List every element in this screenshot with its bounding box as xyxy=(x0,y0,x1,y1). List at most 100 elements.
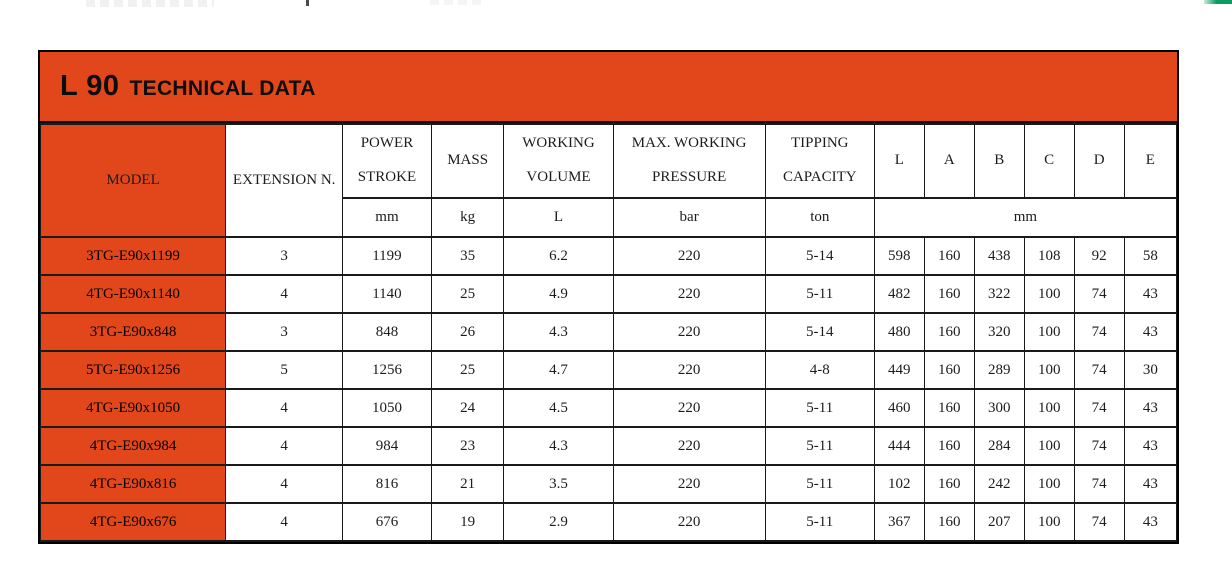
value-cell: 816 xyxy=(342,464,432,504)
value-cell: 220 xyxy=(612,464,766,504)
model-cell: 4TG-E90x816 xyxy=(39,464,227,504)
table-row: 3TG-E90x848 3 848 26 4.3 220 5-14 480 160 320 100 7… xyxy=(39,312,1178,352)
cropped-text-artifact xyxy=(430,0,482,5)
value-cell: 25 xyxy=(430,274,505,314)
value-cell: 320 xyxy=(973,312,1025,352)
value-cell: 43 xyxy=(1123,312,1178,352)
unit-dimensions: mm xyxy=(873,197,1178,238)
value-cell: 4.7 xyxy=(503,350,614,390)
value-cell: 5-14 xyxy=(764,236,875,276)
value-cell: 5-11 xyxy=(764,464,875,504)
table-row: 4TG-E90x676 4 676 19 2.9 220 5-11 367 160 207 100 7… xyxy=(39,502,1178,542)
value-cell: 74 xyxy=(1073,350,1125,390)
value-cell: 242 xyxy=(973,464,1025,504)
value-cell: 220 xyxy=(612,350,766,390)
value-cell: 160 xyxy=(923,312,975,352)
value-cell: 35 xyxy=(430,236,505,276)
value-cell: 4.9 xyxy=(503,274,614,314)
value-cell: 1050 xyxy=(342,388,432,428)
value-cell: 5-11 xyxy=(764,426,875,466)
value-cell: 4 xyxy=(225,426,344,466)
value-cell: 289 xyxy=(973,350,1025,390)
value-cell: 4.5 xyxy=(503,388,614,428)
col-header-tipping-capacity: TIPPING CAPACITY xyxy=(764,123,875,199)
cropped-text-artifact xyxy=(306,0,309,6)
col-header-max-working-pressure: MAX. WORKING PRESSURE xyxy=(612,123,766,199)
col-header-dim-b: B xyxy=(973,123,1025,199)
value-cell: 26 xyxy=(430,312,505,352)
value-cell: 58 xyxy=(1123,236,1178,276)
value-cell: 4 xyxy=(225,464,344,504)
green-accent-bar xyxy=(1204,0,1232,4)
value-cell: 100 xyxy=(1023,350,1075,390)
value-cell: 160 xyxy=(923,274,975,314)
col-header-working-volume: WORKING VOLUME xyxy=(503,123,614,199)
value-cell: 21 xyxy=(430,464,505,504)
table-row: 4TG-E90x1140 4 1140 25 4.9 220 5-11 482 160 322 10… xyxy=(39,274,1178,314)
col-header-extension: EXTENSION N. xyxy=(225,123,344,238)
value-cell: 5-14 xyxy=(764,312,875,352)
title-bar: L 90 TECHNICAL DATA xyxy=(40,52,1177,123)
value-cell: 43 xyxy=(1123,502,1178,542)
value-cell: 5-11 xyxy=(764,274,875,314)
value-cell: 444 xyxy=(873,426,925,466)
value-cell: 1256 xyxy=(342,350,432,390)
value-cell: 3 xyxy=(225,236,344,276)
value-cell: 480 xyxy=(873,312,925,352)
table-row: 4TG-E90x984 4 984 23 4.3 220 5-11 444 160 284 100 7… xyxy=(39,426,1178,466)
table-row: 5TG-E90x1256 5 1256 25 4.7 220 4-8 449 160 289 100… xyxy=(39,350,1178,390)
value-cell: 4.3 xyxy=(503,426,614,466)
value-cell: 322 xyxy=(973,274,1025,314)
value-cell: 4 xyxy=(225,388,344,428)
model-cell: 4TG-E90x984 xyxy=(39,426,227,466)
value-cell: 102 xyxy=(873,464,925,504)
value-cell: 160 xyxy=(923,350,975,390)
value-cell: 4 xyxy=(225,502,344,542)
value-cell: 984 xyxy=(342,426,432,466)
header-row-labels: MODEL EXTENSION N. POWER STROKE MASS WOR… xyxy=(39,123,1178,238)
value-cell: 220 xyxy=(612,502,766,542)
value-cell: 4-8 xyxy=(764,350,875,390)
value-cell: 92 xyxy=(1073,236,1125,276)
value-cell: 2.9 xyxy=(503,502,614,542)
value-cell: 19 xyxy=(430,502,505,542)
unit-mass: kg xyxy=(430,197,505,238)
value-cell: 43 xyxy=(1123,464,1178,504)
value-cell: 438 xyxy=(973,236,1025,276)
value-cell: 74 xyxy=(1073,274,1125,314)
value-cell: 74 xyxy=(1073,388,1125,428)
model-cell: 4TG-E90x1050 xyxy=(39,388,227,428)
col-header-dim-a: A xyxy=(923,123,975,199)
model-cell: 4TG-E90x1140 xyxy=(39,274,227,314)
value-cell: 100 xyxy=(1023,312,1075,352)
col-header-power-stroke: POWER STROKE xyxy=(342,123,432,199)
value-cell: 1199 xyxy=(342,236,432,276)
value-cell: 74 xyxy=(1073,312,1125,352)
value-cell: 482 xyxy=(873,274,925,314)
value-cell: 220 xyxy=(612,388,766,428)
col-header-dim-e: E xyxy=(1123,123,1178,199)
value-cell: 43 xyxy=(1123,274,1178,314)
value-cell: 676 xyxy=(342,502,432,542)
col-header-mass: MASS xyxy=(430,123,505,199)
value-cell: 3.5 xyxy=(503,464,614,504)
value-cell: 74 xyxy=(1073,502,1125,542)
value-cell: 460 xyxy=(873,388,925,428)
unit-max-working-pressure: bar xyxy=(612,197,766,238)
model-cell: 3TG-E90x1199 xyxy=(39,236,227,276)
value-cell: 3 xyxy=(225,312,344,352)
value-cell: 4 xyxy=(225,274,344,314)
model-cell: 4TG-E90x676 xyxy=(39,502,227,542)
value-cell: 5-11 xyxy=(764,502,875,542)
value-cell: 220 xyxy=(612,426,766,466)
header-row-units: mm kg L bar ton mm xyxy=(41,197,1178,238)
value-cell: 100 xyxy=(1023,388,1075,428)
col-header-model: MODEL xyxy=(39,123,227,238)
value-cell: 23 xyxy=(430,426,505,466)
value-cell: 74 xyxy=(1073,426,1125,466)
value-cell: 30 xyxy=(1123,350,1178,390)
value-cell: 220 xyxy=(612,312,766,352)
table-row: 4TG-E90x816 4 816 21 3.5 220 5-11 102 160 242 100 7… xyxy=(39,464,1178,504)
value-cell: 100 xyxy=(1023,274,1075,314)
technical-data-sheet: L 90 TECHNICAL DATA MODEL EXTENSION N. P… xyxy=(38,50,1179,544)
